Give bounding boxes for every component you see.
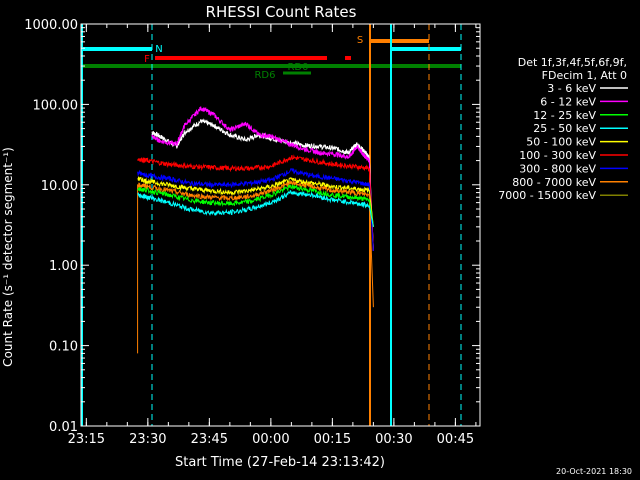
x-tick-label: 00:45 <box>437 432 474 447</box>
legend-entry-label: 3 - 6 keV <box>547 82 596 95</box>
legend: Det 1f,3f,4f,5f,6f,9f,FDecim 1, Att 03 -… <box>498 56 628 202</box>
series-line <box>137 183 374 227</box>
flag-label-f: F <box>144 54 150 65</box>
y-tick-label: 0.10 <box>49 340 78 355</box>
y-tick-label: 10.00 <box>41 179 78 194</box>
x-tick-label: 00:00 <box>252 432 289 447</box>
legend-entry-label: 50 - 100 keV <box>526 136 596 149</box>
series-line <box>137 176 374 227</box>
flag-label-rd0: RD0 <box>287 62 308 73</box>
y-tick-label: 0.01 <box>49 420 78 435</box>
series-line <box>137 154 374 252</box>
legend-header-line: Det 1f,3f,4f,5f,6f,9f, <box>518 56 627 69</box>
timestamp: 20-Oct-2021 18:30 <box>556 467 632 476</box>
legend-entry-label: 100 - 300 keV <box>519 149 596 162</box>
y-tick-label: 100.00 <box>33 98 79 113</box>
axes-group: 0.01 0.10 1.00 10.00 100.00 1000.00 23:15 23:30… <box>24 18 481 447</box>
legend-entry-label: 800 - 7000 keV <box>512 176 596 189</box>
series-line <box>137 179 374 308</box>
legend-header-line: FDecim 1, Att 0 <box>542 69 627 82</box>
chart-title: RHESSI Count Rates <box>206 3 357 21</box>
flag-label-n: N <box>155 44 162 55</box>
x-axis-label: Start Time (27-Feb-14 23:13:42) <box>175 455 385 470</box>
flag-label-rd6: RD6 <box>254 70 275 81</box>
x-tick-label: 23:15 <box>68 432 105 447</box>
instrument-flags: NF S RD0 RD6 <box>82 35 461 81</box>
x-tick-label: 23:30 <box>129 432 166 447</box>
legend-entry-label: 25 - 50 keV <box>533 122 596 135</box>
series-line <box>137 189 374 227</box>
legend-entry-label: 12 - 25 keV <box>533 109 596 122</box>
y-tick-label: 1.00 <box>49 259 78 274</box>
series-line <box>151 106 374 252</box>
x-tick-label: 00:30 <box>375 432 412 447</box>
y-axis-label: Count Rate (s⁻¹ detector segment⁻¹) <box>1 147 15 367</box>
legend-entry-label: 7000 - 15000 keV <box>498 189 596 202</box>
series-group <box>137 106 374 354</box>
x-tick-label: 00:15 <box>314 432 351 447</box>
plot-area <box>81 24 462 426</box>
series-line <box>137 167 374 252</box>
flag-label-s: S <box>357 35 363 46</box>
x-tick-label: 23:45 <box>191 432 228 447</box>
legend-entry-label: 300 - 800 keV <box>519 162 596 175</box>
legend-entry-label: 6 - 12 keV <box>540 95 596 108</box>
plot-frame <box>80 23 481 427</box>
y-tick-label: 1000.00 <box>24 18 78 33</box>
